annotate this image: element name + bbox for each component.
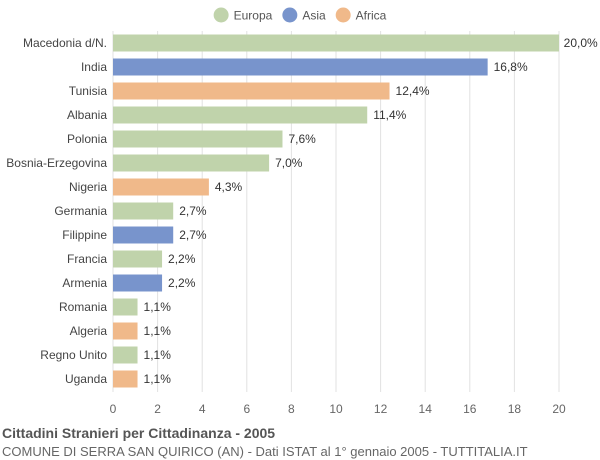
- bar: [113, 274, 163, 292]
- value-label: 16,8%: [494, 60, 528, 74]
- bar: [113, 178, 209, 196]
- x-tick-label: 12: [374, 402, 388, 416]
- chart-title: Cittadini Stranieri per Cittadinanza - 2…: [2, 425, 276, 441]
- legend-swatch-europa: [213, 7, 229, 23]
- category-label: Regno Unito: [40, 348, 107, 362]
- value-label: 1,1%: [144, 348, 172, 362]
- value-label: 2,2%: [168, 252, 196, 266]
- category-label: Filippine: [62, 228, 107, 242]
- x-tick-label: 4: [199, 402, 206, 416]
- bar: [113, 298, 138, 316]
- x-tick-label: 0: [110, 402, 117, 416]
- x-tick-label: 2: [154, 402, 161, 416]
- x-tick-label: 14: [419, 402, 433, 416]
- category-label: Armenia: [62, 276, 107, 290]
- value-label: 2,7%: [179, 228, 207, 242]
- value-label: 7,0%: [275, 156, 303, 170]
- category-labels: Macedonia d/N. India Tunisia Albania Polonia…: [6, 36, 107, 386]
- category-label: Algeria: [70, 324, 108, 338]
- bar: [113, 82, 390, 100]
- bar: [113, 58, 488, 76]
- category-label: Germania: [54, 204, 107, 218]
- bar: [113, 106, 368, 124]
- value-label: 2,7%: [179, 204, 207, 218]
- category-label: Romania: [59, 300, 107, 314]
- legend-label-africa: Africa: [356, 9, 387, 23]
- x-tick-label: 6: [243, 402, 250, 416]
- bar: [113, 34, 559, 52]
- legend-label-asia: Asia: [302, 9, 326, 23]
- value-label: 12,4%: [396, 84, 430, 98]
- category-label: Nigeria: [69, 180, 107, 194]
- bar: [113, 130, 283, 148]
- x-tick-label: 20: [552, 402, 566, 416]
- bar: [113, 202, 174, 220]
- x-tick-label: 18: [508, 402, 522, 416]
- value-label: 1,1%: [144, 324, 172, 338]
- category-label: Tunisia: [69, 84, 108, 98]
- bar-chart: Europa Asia Africa Macedonia d/N. India Tuni…: [6, 7, 598, 416]
- bar: [113, 154, 270, 172]
- bar: [113, 250, 163, 268]
- category-label: Polonia: [67, 132, 107, 146]
- category-label: Albania: [67, 108, 107, 122]
- value-label: 1,1%: [144, 372, 172, 386]
- category-label: India: [81, 60, 107, 74]
- value-label: 11,4%: [373, 108, 406, 122]
- legend-swatch-africa: [335, 7, 351, 23]
- legend-swatch-asia: [282, 7, 298, 23]
- value-label: 2,2%: [168, 276, 196, 290]
- category-label: Uganda: [65, 372, 107, 386]
- value-label: 7,6%: [288, 132, 316, 146]
- bars: [113, 34, 559, 388]
- bar: [113, 322, 138, 340]
- value-label: 20,0%: [564, 36, 598, 50]
- category-label: Bosnia-Erzegovina: [6, 156, 107, 170]
- x-tick-label: 16: [463, 402, 477, 416]
- category-label: Francia: [67, 252, 107, 266]
- legend-label-europa: Europa: [234, 9, 273, 23]
- x-axis-ticks: 0 2 4 6 8 10 12 14 16 18 20: [110, 402, 566, 416]
- legend: Europa Asia Africa: [213, 7, 387, 23]
- bar: [113, 346, 138, 364]
- value-label: 1,1%: [144, 300, 172, 314]
- x-tick-label: 8: [288, 402, 295, 416]
- value-label: 4,3%: [215, 180, 243, 194]
- bar: [113, 370, 138, 388]
- value-labels: 20,0% 16,8% 12,4% 11,4% 7,6% 7,0% 4,3% 2,7% 2,7%…: [144, 36, 598, 386]
- bar: [113, 226, 174, 244]
- chart-subtitle: COMUNE DI SERRA SAN QUIRICO (AN) - Dati …: [2, 444, 528, 459]
- x-tick-label: 10: [329, 402, 343, 416]
- category-label: Macedonia d/N.: [23, 36, 107, 50]
